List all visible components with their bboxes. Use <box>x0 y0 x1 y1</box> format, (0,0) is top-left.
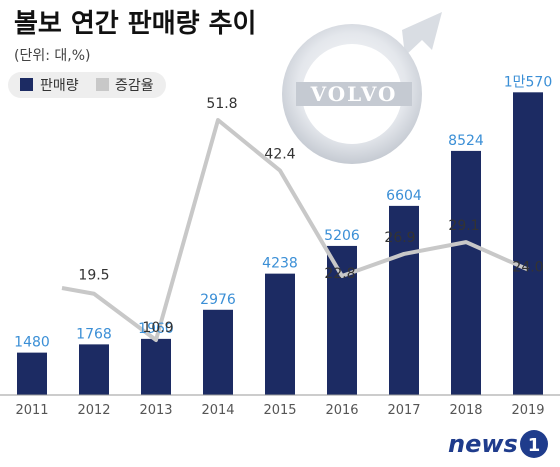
x-axis-ticks: 2011 2012 2013 2014 2015 2016 2017 2018 2019 <box>15 403 544 418</box>
bar-value-label: 1480 <box>14 335 50 351</box>
emblem-arrow <box>402 12 442 56</box>
watermark-badge <box>520 430 548 458</box>
bar-value-labels: 1480 1768 1960 2976 4238 5206 6604 8524 1만570 <box>14 74 552 350</box>
emblem-text: VOLVO <box>310 82 398 106</box>
x-tick-label: 2015 <box>263 403 296 418</box>
legend-background <box>8 72 166 98</box>
bar-value-label: 1768 <box>76 326 112 342</box>
bar-value-label: 1960 <box>138 321 174 337</box>
bar-2014 <box>203 309 233 395</box>
x-tick-label: 2014 <box>201 403 234 418</box>
legend-bar-label: 판매량 <box>40 78 79 94</box>
bar-value-label: 4238 <box>262 256 298 272</box>
bar-series <box>17 92 543 396</box>
x-tick-label: 2012 <box>77 403 110 418</box>
bar-2017 <box>389 205 419 395</box>
line-path <box>61 118 529 342</box>
line-value-label: 10.9 <box>142 320 173 336</box>
bar-value-label: 1만570 <box>504 74 553 90</box>
bar-2018 <box>451 150 481 395</box>
x-tick-label: 2011 <box>15 403 48 418</box>
legend-line-label: 증감율 <box>115 78 154 94</box>
bar-value-label: 2976 <box>200 292 236 308</box>
bar-value-label: 5206 <box>324 228 360 244</box>
line-series <box>61 118 529 342</box>
bar-2015 <box>265 273 295 395</box>
bar-2011 <box>17 352 47 395</box>
chart-title: 볼보 연간 판매량 추이 <box>14 9 256 39</box>
line-value-label: 26.9 <box>384 230 415 246</box>
bar-2019 <box>513 92 543 396</box>
bar-2012 <box>79 344 109 395</box>
x-tick-label: 2018 <box>449 403 482 418</box>
legend-bar-swatch <box>20 78 33 91</box>
line-value-label: 19.5 <box>78 268 109 284</box>
line-value-label: 42.4 <box>264 147 295 163</box>
line-value-label: 51.8 <box>206 96 237 112</box>
line-value-label: 22.8 <box>324 266 355 282</box>
line-value-labels: 19.5 10.9 51.8 42.4 22.8 26.9 29.1 24.0 <box>78 96 543 336</box>
volvo-emblem-icon: VOLVO <box>282 12 442 164</box>
unit-note: (단위: 대,%) <box>14 48 90 64</box>
watermark-text: news <box>448 430 518 458</box>
watermark-badge-text: 1 <box>528 435 541 456</box>
legend-line-swatch <box>96 78 109 91</box>
line-value-label: 24.0 <box>512 260 543 276</box>
bar-2013 <box>141 338 171 395</box>
x-tick-label: 2017 <box>387 403 420 418</box>
x-tick-label: 2019 <box>511 403 544 418</box>
bar-value-label: 6604 <box>386 188 422 204</box>
emblem-band <box>296 82 412 106</box>
bar-value-label: 8524 <box>448 133 484 149</box>
news1-logo-icon: news 1 <box>448 430 548 458</box>
x-tick-label: 2013 <box>139 403 172 418</box>
legend: 판매량 증감율 <box>8 72 166 98</box>
x-tick-label: 2016 <box>325 403 358 418</box>
line-value-label: 29.1 <box>448 218 479 234</box>
